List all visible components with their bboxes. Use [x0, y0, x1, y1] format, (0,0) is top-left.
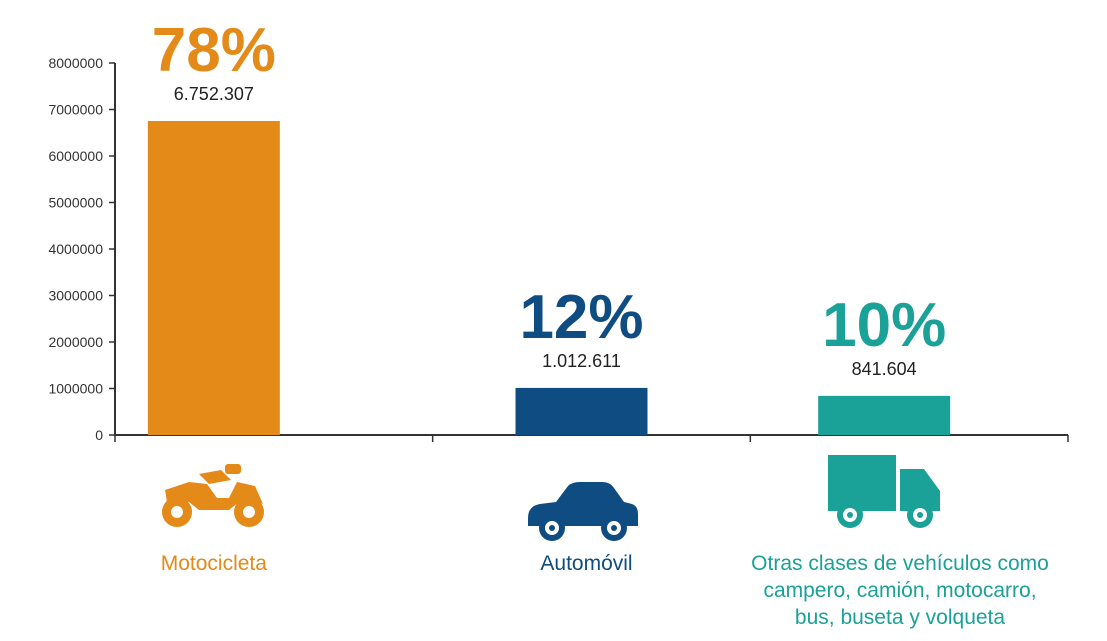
y-tick-label: 4000000: [48, 241, 103, 257]
y-tick-label: 7000000: [48, 102, 103, 118]
y-tick-label: 5000000: [48, 195, 103, 211]
car-icon: [522, 476, 642, 551]
y-tick-label: 1000000: [48, 381, 103, 397]
category-label-line: Automóvil: [540, 552, 633, 575]
category-label-line: Otras clases de vehículos como: [751, 552, 1049, 575]
category-label-line: campero, camión, motocarro,: [763, 579, 1037, 602]
y-tick-label: 0: [95, 427, 103, 443]
y-tick-label: 8000000: [48, 55, 103, 71]
data-value-label: 841.604: [852, 359, 917, 379]
motorcycle-icon: [159, 460, 269, 535]
y-tick-label: 3000000: [48, 288, 103, 304]
category-label-motocicleta: Motocicleta: [14, 550, 414, 577]
category-label-line: Motocicleta: [160, 552, 267, 575]
percent-label: 10%: [822, 291, 946, 360]
bar-otras: [818, 395, 951, 435]
truck-icon: [824, 455, 944, 535]
y-tick-label: 2000000: [48, 334, 103, 350]
y-tick-label: 6000000: [48, 148, 103, 164]
data-value-label: 1.012.611: [542, 351, 621, 371]
category-label-line: bus, buseta y volqueta: [794, 606, 1006, 629]
category-label-otras: Otras clases de vehículos como campero, c…: [700, 550, 1100, 631]
percent-label: 78%: [152, 16, 276, 85]
percent-label: 12%: [519, 283, 643, 352]
category-label-automovil: Automóvil: [387, 550, 787, 577]
bar-motocicleta: [147, 121, 280, 435]
data-value-label: 6.752.307: [174, 84, 254, 104]
bar-automovil: [515, 387, 648, 435]
